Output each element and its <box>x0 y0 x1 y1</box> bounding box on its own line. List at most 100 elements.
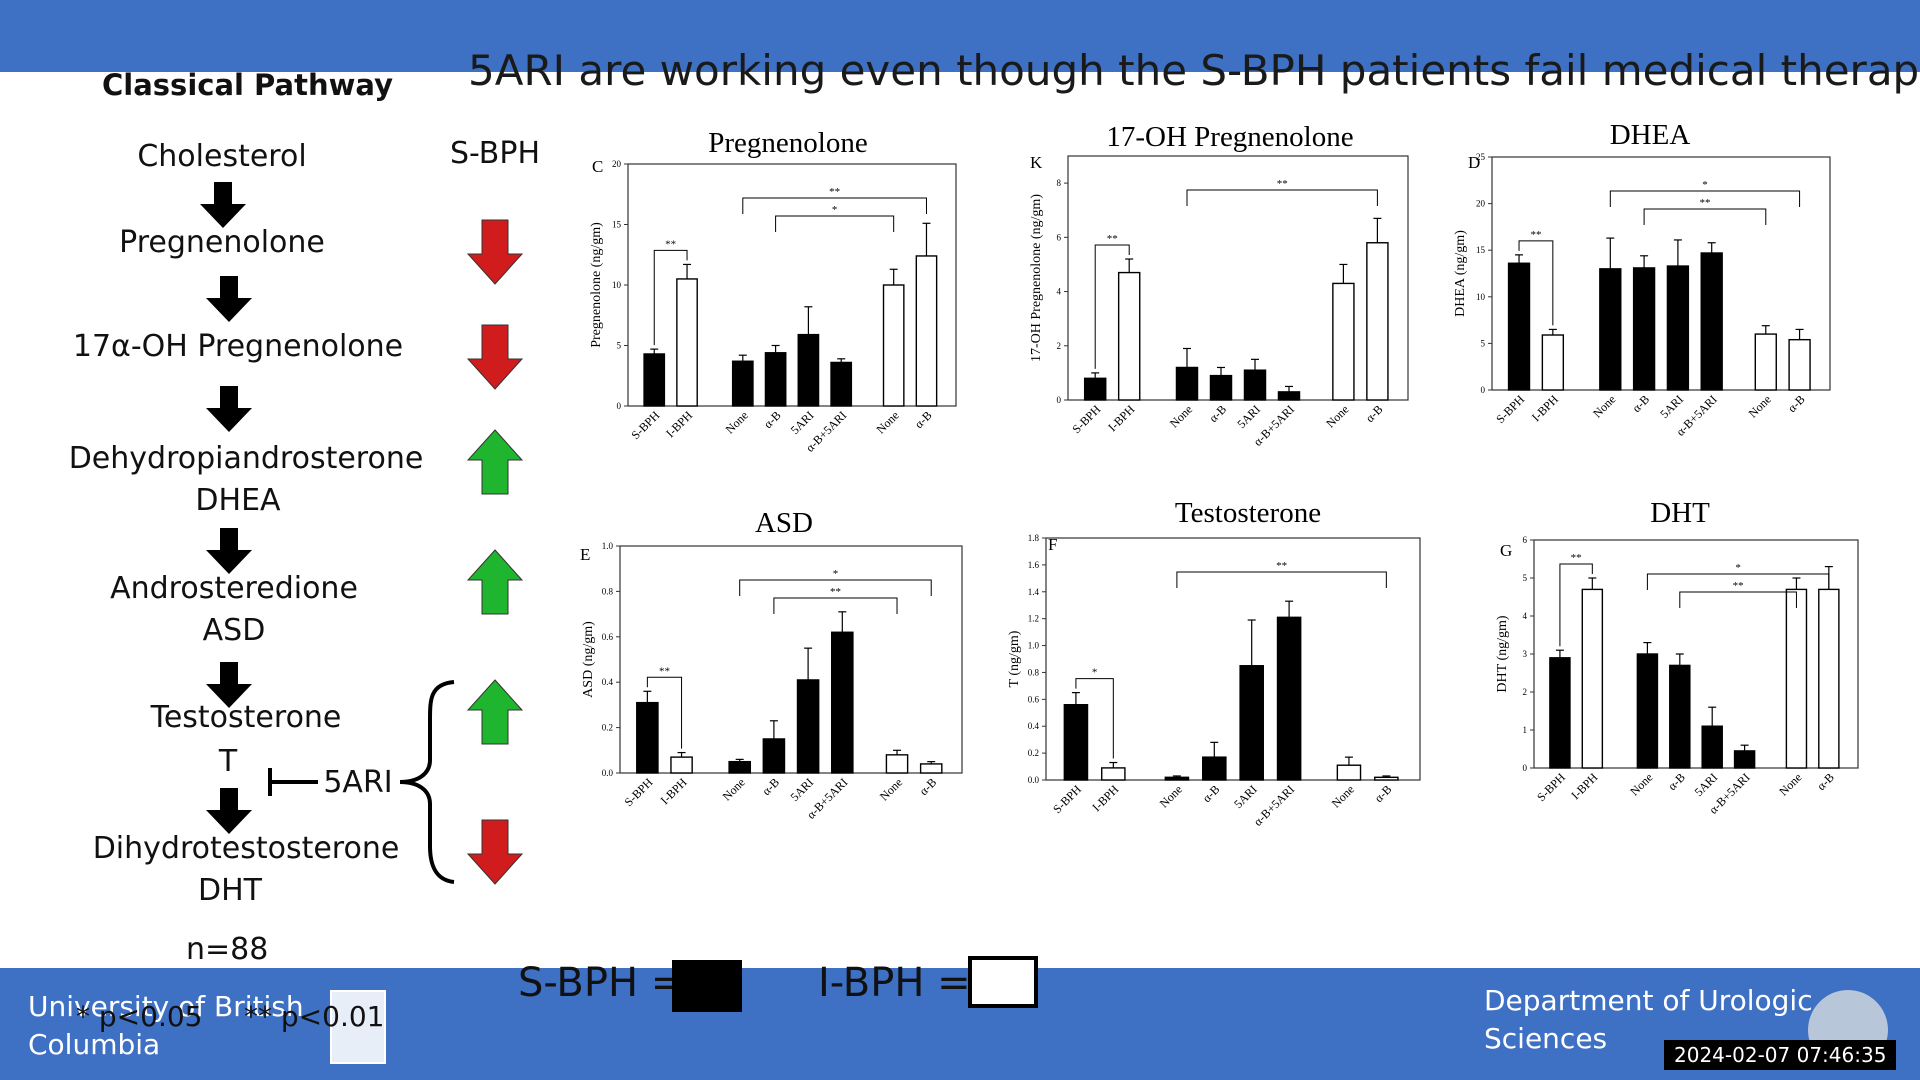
step-17oh-pregnenolone: 17α-OH Pregnenolone <box>72 329 404 364</box>
bar <box>1175 366 1199 401</box>
plot-frame <box>619 545 963 774</box>
significance-bracket <box>775 215 895 232</box>
x-tick-label: I-BPH <box>663 408 695 440</box>
bar <box>1541 334 1565 391</box>
significance-bracket <box>653 249 688 346</box>
significance-mark: * <box>1092 667 1098 679</box>
x-tick-label: I-BPH <box>1089 782 1121 814</box>
step-dht-abbr: DHT <box>198 873 262 908</box>
department-line-2: Sciences <box>1484 1022 1608 1055</box>
x-tick-label: I-BPH <box>1529 392 1561 424</box>
step-dht-name: Dihydrotestosterone <box>92 831 400 866</box>
x-tick-label: 5ARI <box>1657 392 1686 421</box>
bar <box>1277 391 1301 401</box>
chart-title: DHEA <box>1610 119 1691 151</box>
x-tick-label: S-BPH <box>628 408 662 442</box>
pathway-arrow-6-icon <box>206 788 252 834</box>
y-tick-label: 10 <box>1476 292 1486 302</box>
bar <box>1818 588 1840 769</box>
brace-icon <box>399 680 455 884</box>
top-banner <box>0 0 1920 72</box>
x-tick-label: None <box>1776 770 1804 798</box>
panel-letter: E <box>580 545 590 564</box>
significance-mark: ** <box>1530 229 1541 241</box>
x-tick-label: α-B <box>1363 402 1386 425</box>
chart-D: DHEA D 0 5 10 15 20 25 DHEA (ng/gm) S-BPH I-BPH Non… <box>1453 119 1831 439</box>
y-axis-label: Pregnenolone (ng/gm) <box>589 222 604 348</box>
significance-mark: ** <box>1571 552 1582 564</box>
y-tick-label: 6 <box>1057 232 1062 242</box>
x-tick-label: α-B <box>1372 782 1395 805</box>
significance-bracket <box>1609 190 1801 207</box>
chart-title: ASD <box>755 507 813 539</box>
pathway-arrow-5-icon <box>206 662 252 708</box>
significance-bracket <box>1679 591 1797 608</box>
chart-title: Pregnenolone <box>708 127 867 159</box>
bar <box>1243 369 1267 401</box>
y-tick-label: 1.0 <box>602 541 614 551</box>
y-tick-label: 20 <box>612 159 622 169</box>
step-testosterone-name: Testosterone <box>150 700 342 735</box>
y-tick-label: 1.0 <box>1028 641 1040 651</box>
bar <box>1101 767 1126 781</box>
significance-bracket <box>773 597 898 614</box>
significance-mark: * <box>1735 562 1741 574</box>
x-tick-label: None <box>720 775 748 803</box>
significance-mark: ** <box>829 186 840 198</box>
bar <box>764 352 787 407</box>
department-line-1: Department of Urologic <box>1484 984 1813 1017</box>
y-tick-label: 15 <box>612 220 622 230</box>
bar <box>1733 750 1756 769</box>
legend-sbph-label: S-BPH = <box>518 960 685 1006</box>
significance-mark: ** <box>659 665 670 677</box>
bar <box>1374 776 1399 781</box>
legend-sbph-swatch <box>672 960 742 1012</box>
significance-bracket <box>646 676 683 749</box>
p-value-double: ** p<0.01 <box>244 1000 385 1033</box>
recording-timestamp: 2024-02-07 07:46:35 <box>1664 1040 1897 1070</box>
y-axis-label: DHEA (ng/gm) <box>1453 230 1468 317</box>
slide-title: 5ARI are working even though the S-BPH p… <box>468 46 1920 95</box>
department-name: Department of Urologic Sciences <box>1484 982 1813 1058</box>
pathway-arrow-2-icon <box>206 276 252 322</box>
pathway-arrow-3-icon <box>206 386 252 432</box>
y-tick-label: 0.8 <box>602 586 614 596</box>
chart-F: Testosterone F 0.0 0.2 0.4 0.6 0.8 1.0 1.2 1.4 1.6… <box>1007 497 1421 829</box>
y-tick-label: 20 <box>1476 199 1486 209</box>
significance-mark: ** <box>1107 233 1118 245</box>
panel-letter: K <box>1030 153 1043 172</box>
y-tick-label: 1.4 <box>1028 587 1040 597</box>
x-tick-label: S-BPH <box>1534 770 1568 804</box>
y-tick-label: 5 <box>617 341 622 351</box>
y-tick-label: 0.0 <box>1028 775 1040 785</box>
step-asd-name: Androsteredione <box>110 571 358 606</box>
bar <box>1581 588 1604 769</box>
y-tick-label: 8 <box>1057 178 1062 188</box>
y-tick-label: 1.8 <box>1028 533 1040 543</box>
inhibitor-label: 5ARI <box>323 765 393 800</box>
panel-letter: F <box>1048 535 1057 554</box>
y-tick-label: 0.8 <box>1028 667 1040 677</box>
bar <box>1083 377 1107 401</box>
trend-arrow-up-icon <box>466 429 524 495</box>
step-testosterone-abbr: T <box>218 744 238 779</box>
y-tick-label: 5 <box>1523 573 1528 583</box>
university-logo <box>330 990 386 1064</box>
significance-mark: * <box>832 204 838 216</box>
chart-K: 17-OH Pregnenolone K 0 2 4 6 8 17-OH Pregnenolo… <box>1029 121 1409 449</box>
x-tick-label: 5ARI <box>1234 402 1263 431</box>
y-axis-label: DHT (ng/gm) <box>1495 615 1510 692</box>
pathway-arrow-1-icon <box>200 182 246 228</box>
x-tick-label: None <box>1167 402 1195 430</box>
significance-bracket <box>1643 208 1767 225</box>
bar <box>919 763 943 774</box>
chart-title: Testosterone <box>1175 497 1321 529</box>
bar <box>1332 282 1355 401</box>
bar <box>1701 725 1723 769</box>
x-tick-label: 5ARI <box>1231 782 1260 811</box>
bar <box>636 701 659 774</box>
significance-bracket <box>1646 573 1830 590</box>
